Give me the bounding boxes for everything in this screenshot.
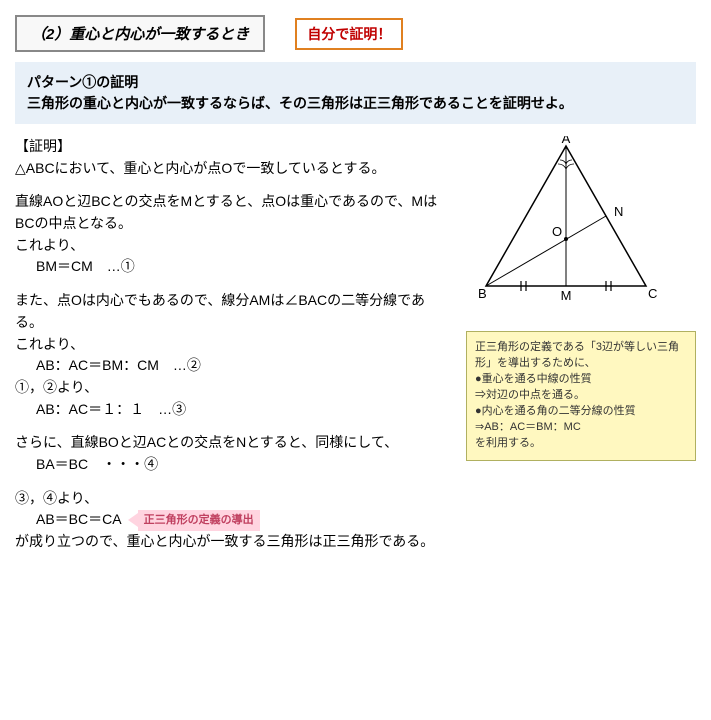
proof-p3a: また、点Oは内心でもあるので、線分AMは∠BACの二等分線である。 (15, 290, 446, 333)
proof-p4b: BA＝BC ・・・④ (15, 454, 446, 476)
derivation-label: 正三角形の定義の導出 (138, 510, 260, 531)
hint-l5: ⇒AB：AC＝BM：MC (475, 420, 687, 436)
label-A: A (562, 136, 571, 146)
proof-p2a: 直線AOと辺BCとの交点をMとすると、点Oは重心であるので、MはBCの中点となる… (15, 191, 446, 234)
hint-l6: を利用する。 (475, 436, 687, 452)
problem-line2: 三角形の重心と内心が一致するならば、その三角形は正三角形であることを証明せよ。 (27, 93, 684, 114)
hint-l3: ⇒対辺の中点を通る。 (475, 388, 687, 404)
proof-p3b: これより、 (15, 334, 446, 356)
problem-statement: パターン①の証明 三角形の重心と内心が一致するならば、その三角形は正三角形である… (15, 62, 696, 124)
arrow-left-icon (128, 513, 138, 527)
proof-heading: 【証明】 (15, 136, 446, 158)
label-N: N (614, 204, 623, 219)
proof-p5a: ③，④より、 (15, 488, 446, 510)
label-M: M (561, 288, 572, 303)
label-B: B (478, 286, 487, 301)
proof-p2c: BM＝CM …① (15, 256, 446, 278)
figure-column: A B C M N O 正三角形の定義である「3辺が等しい三角形」を導出するため… (466, 136, 696, 553)
proof-p3e: AB：AC＝１：１ …③ (15, 399, 446, 421)
hint-l1: 正三角形の定義である「3辺が等しい三角形」を導出するために、 (475, 340, 687, 372)
section-title: （2）重心と内心が一致するとき (15, 15, 265, 52)
proof-p1a: △ABCにおいて、重心と内心が点Oで一致しているとする。 (15, 158, 446, 180)
triangle-figure: A B C M N O (466, 136, 666, 311)
proof-p3d: ①，②より、 (15, 377, 446, 399)
proof-p5b: AB＝BC＝CA (15, 509, 122, 531)
self-proof-badge: 自分で証明！ (295, 18, 403, 50)
proof-p2b: これより、 (15, 235, 446, 257)
proof-p4a: さらに、直線BOと辺ACとの交点をNとすると、同様にして、 (15, 432, 446, 454)
proof-p3c: AB：AC＝BM：CM …② (15, 355, 446, 377)
proof-column: 【証明】 △ABCにおいて、重心と内心が点Oで一致しているとする。 直線AOと辺… (15, 136, 446, 553)
hint-l2: ●重心を通る中線の性質 (475, 372, 687, 388)
label-C: C (648, 286, 657, 301)
derivation-tag: 正三角形の定義の導出 (128, 510, 260, 531)
problem-line1: パターン①の証明 (27, 72, 684, 93)
hint-l4: ●内心を通る角の二等分線の性質 (475, 404, 687, 420)
label-O: O (552, 224, 562, 239)
proof-p5c: が成り立つので、重心と内心が一致する三角形は正三角形である。 (15, 531, 446, 553)
hint-box: 正三角形の定義である「3辺が等しい三角形」を導出するために、 ●重心を通る中線の… (466, 331, 696, 461)
